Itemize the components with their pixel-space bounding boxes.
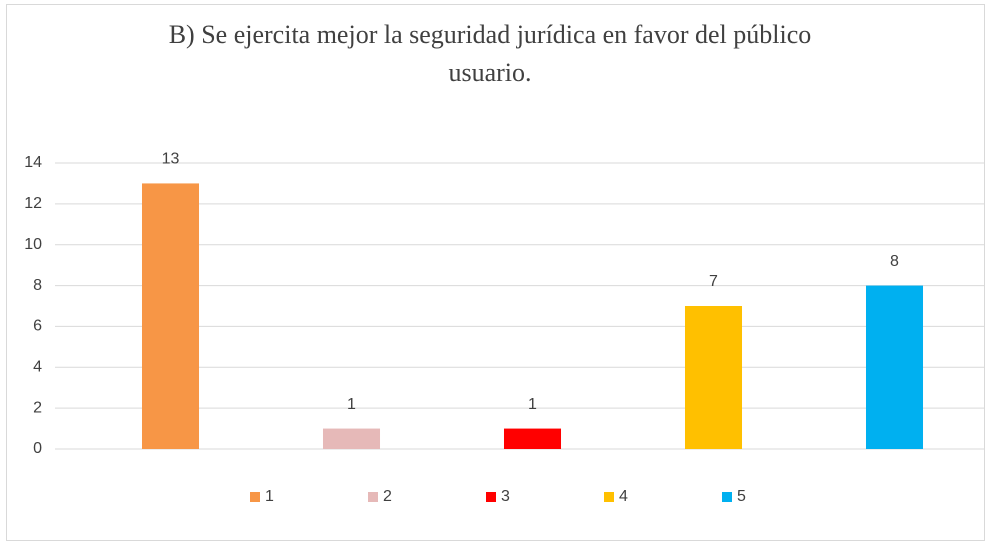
legend-label: 2 xyxy=(383,488,392,505)
legend-swatch xyxy=(368,492,378,502)
data-label: 8 xyxy=(890,253,899,270)
legend-label: 5 xyxy=(737,488,746,505)
data-label: 1 xyxy=(347,396,356,413)
y-tick-label: 10 xyxy=(24,236,42,253)
y-tick-label: 14 xyxy=(24,154,42,171)
bar xyxy=(141,183,200,449)
legend-label: 4 xyxy=(619,488,628,505)
bar xyxy=(503,428,562,449)
chart-border xyxy=(6,4,985,541)
y-tick-label: 8 xyxy=(33,277,42,294)
chart-title: B) Se ejercita mejor la seguridad jurídi… xyxy=(168,20,812,87)
y-tick-label: 0 xyxy=(33,440,42,457)
y-tick-label: 4 xyxy=(33,359,42,376)
legend-swatch xyxy=(250,492,260,502)
data-label: 1 xyxy=(528,396,537,413)
data-label: 13 xyxy=(162,151,180,168)
data-label: 7 xyxy=(709,273,718,290)
bar xyxy=(684,306,743,449)
legend-label: 3 xyxy=(501,488,510,505)
bar xyxy=(322,428,381,449)
y-tick-label: 6 xyxy=(33,318,42,335)
legend-swatch xyxy=(604,492,614,502)
bar xyxy=(865,285,924,449)
y-tick-label: 2 xyxy=(33,399,42,416)
legend-swatch xyxy=(722,492,732,502)
legend-label: 1 xyxy=(265,488,274,505)
legend-swatch xyxy=(486,492,496,502)
y-tick-label: 12 xyxy=(24,195,42,212)
